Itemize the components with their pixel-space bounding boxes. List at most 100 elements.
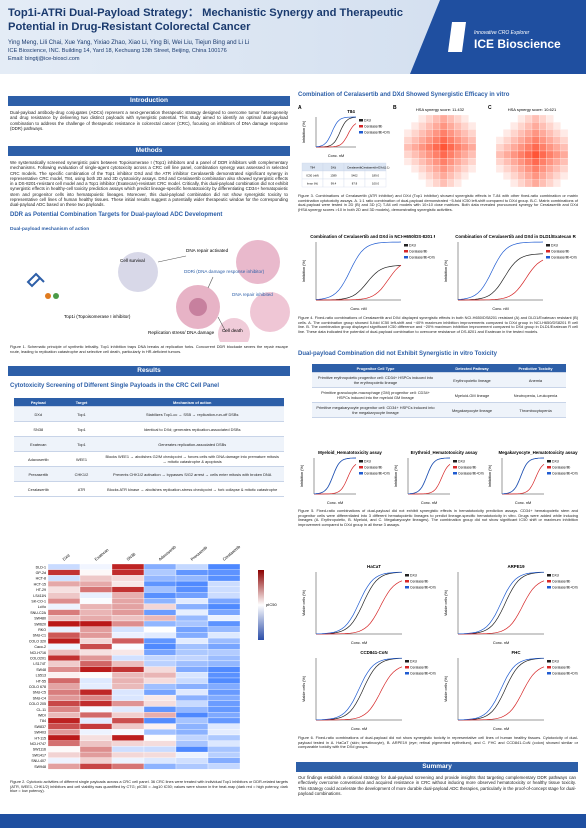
row-label: LS174T: [33, 662, 46, 666]
heat-cell: [143, 757, 177, 764]
matrix-cell: [439, 114, 448, 123]
heat-cell: [111, 563, 145, 570]
heatmap: DXd Exatecan SN38 Adavosertib Prexasertib Cer…: [29, 544, 277, 770]
heat-cell: [207, 569, 241, 576]
heat-cell: [207, 717, 241, 724]
matrix-cell: [454, 129, 462, 137]
legend-label: Ceralasertib+DXd (1:1): [410, 671, 436, 675]
heat-cell: [79, 717, 113, 724]
matrix-cell: [524, 179, 533, 188]
matrix-cell: [531, 165, 540, 173]
matrix-cell: [560, 165, 569, 173]
axis: [315, 242, 401, 301]
matrix-cell: [432, 114, 441, 123]
matrix-cell: [539, 172, 547, 180]
heat-cell: [175, 603, 209, 610]
heat-cell: [207, 649, 241, 656]
chart-title: Combination of Ceralasertib and DXd in N…: [310, 234, 435, 239]
legend-label: DXd: [409, 243, 416, 247]
matrix-cell: [524, 114, 533, 123]
heat-cell: [175, 729, 209, 736]
curve: [316, 571, 402, 635]
figure-3: A B C T84 Conc. nM Inhibition (%) DXd Ceralaser…: [298, 105, 569, 188]
matrix-cell: [418, 129, 426, 137]
caption: Figure 4. Fixed-ratio combinations of Ce…: [298, 315, 578, 335]
matrix-cell: [461, 136, 469, 144]
title: Top1i-ATRi Dual-Payload Strategy： Mechan…: [8, 7, 403, 33]
matrix-cell: [495, 114, 504, 123]
label: DDRi (DNA damage response inhibitor): [184, 269, 265, 274]
heat-cell: [175, 626, 209, 633]
heat-cell: [79, 598, 113, 605]
heat-cell: [47, 666, 81, 673]
matrix-cell: [418, 143, 426, 152]
heat-cell: [207, 734, 241, 741]
heat-cell: [111, 586, 145, 593]
table-row: Primitive erythropoietic progenitor cell…: [312, 372, 566, 388]
curve: [314, 457, 357, 495]
heat-cell: [207, 620, 241, 627]
y-axis-label: Inhibition (%): [488, 464, 492, 487]
matrix-cell: [425, 114, 433, 123]
cell: [250, 292, 290, 332]
matrix-cell: [531, 179, 540, 188]
matrix-cell: [553, 136, 561, 144]
chart-title: CCD841-CoN: [360, 650, 387, 655]
curve: [458, 571, 544, 635]
matrix-cell: [454, 136, 462, 144]
heat-cell: [79, 649, 113, 656]
y-axis-label: Viable cells (%): [302, 675, 306, 702]
matrix-cell: [510, 114, 518, 123]
row-label: SW1417: [32, 753, 46, 757]
heat-cell: [79, 746, 113, 753]
column-header: Target: [62, 398, 101, 407]
heat-cell: [47, 649, 81, 656]
panel-letter: A: [298, 105, 302, 111]
payload-icon: [53, 293, 59, 299]
heat-cell: [143, 723, 177, 730]
matrix-cell: [546, 179, 554, 188]
table-cell: Exatecan: [14, 436, 63, 452]
heat-cell: [143, 694, 177, 701]
matrix-cell: [560, 143, 569, 152]
matrix-cell: [503, 122, 511, 130]
label: DNA repair activated: [186, 248, 229, 253]
row-label: LS411N: [33, 594, 46, 598]
curve: [316, 265, 402, 301]
matrix-cell: [439, 143, 448, 152]
heat-cell: [111, 712, 145, 719]
matrix-cell: [531, 172, 540, 180]
matrix-cell: [447, 158, 455, 166]
matrix-cell: [560, 158, 569, 166]
curve: [458, 571, 545, 635]
matrix-cell: [411, 172, 419, 180]
matrix-cell: [495, 129, 504, 137]
matrix-cell: [425, 150, 433, 159]
matrix-cell: [495, 143, 504, 152]
matrix-cell: [495, 165, 504, 173]
matrix-cell: [411, 122, 419, 130]
heat-cell: [79, 632, 113, 639]
heat-cell: [143, 677, 177, 684]
matrix-cell: [524, 136, 533, 144]
curve: [457, 241, 544, 300]
curve: [458, 253, 544, 301]
matrix-cell: [531, 150, 540, 159]
matrix-cell: [503, 172, 511, 180]
heat-cell: [143, 746, 177, 753]
adc-icon: [26, 272, 45, 288]
heat-cell: [47, 683, 81, 690]
matrix-cell: [553, 122, 561, 130]
matrix-cell: [517, 143, 525, 152]
heat-cell: [47, 672, 81, 679]
row-label: SW948: [34, 765, 46, 769]
row-label: HCT-8: [36, 577, 46, 581]
matrix-cell: [432, 150, 441, 159]
heat-cell: [207, 729, 241, 736]
section-heading: Methods: [8, 146, 290, 156]
legend-label: DXd: [364, 459, 371, 463]
heat-cell: [47, 637, 81, 644]
row-label: SW837: [34, 725, 46, 729]
matrix-cell: [425, 143, 433, 152]
heat-cell: [175, 615, 209, 622]
